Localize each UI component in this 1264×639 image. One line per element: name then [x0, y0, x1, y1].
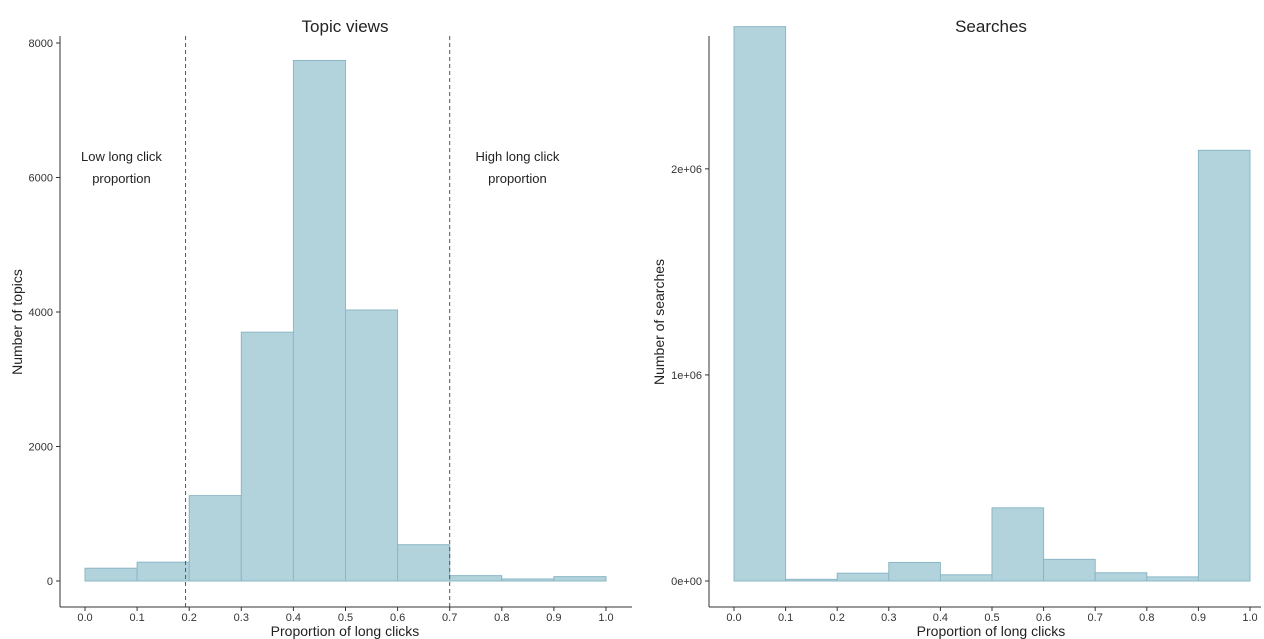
x-tick-label: 0.0 [726, 612, 741, 624]
y-tick-label: 0e+00 [671, 576, 702, 588]
x-tick-label: 0.3 [881, 612, 896, 624]
x-tick-label: 0.1 [129, 612, 144, 624]
histogram-bar [501, 578, 555, 582]
x-tick-label: 0.4 [933, 612, 948, 624]
y-tick-label: 2000 [29, 442, 53, 454]
x-tick-label: 0.6 [390, 612, 405, 624]
histogram-bar [136, 561, 190, 582]
chart-title: Topic views [302, 17, 389, 36]
histogram-bar [836, 572, 890, 582]
x-tick-label: 0.2 [830, 612, 845, 624]
x-tick-label: 0.4 [286, 612, 301, 624]
x-tick-label: 0.2 [182, 612, 197, 624]
panel-topic-views: Topic views Proportion of long clicks Nu… [9, 17, 632, 639]
histogram-bar [1146, 576, 1199, 582]
histogram-bar [1043, 558, 1096, 582]
annotation-label: Low long click proportion [81, 149, 162, 186]
histogram-bar [345, 309, 399, 582]
x-tick-label: 0.6 [1036, 612, 1051, 624]
x-tick-label: 0.8 [494, 612, 509, 624]
x-tick-label: 0.9 [546, 612, 561, 624]
x-tick-label: 0.8 [1139, 612, 1154, 624]
x-tick-label: 0.7 [1088, 612, 1103, 624]
chart-title: Searches [955, 17, 1027, 36]
histogram-bar [939, 574, 993, 582]
x-tick-label: 0.1 [778, 612, 793, 624]
histogram-bar [733, 26, 787, 582]
annotation-label: High long click proportion [476, 149, 560, 186]
panel-searches: Searches Proportion of long clicks Numbe… [651, 17, 1261, 639]
histogram-bar [240, 331, 294, 582]
y-tick-label: 4000 [29, 307, 53, 319]
histogram-bar [1197, 149, 1251, 582]
histogram-bar [888, 561, 941, 582]
x-tick-label: 0.7 [442, 612, 457, 624]
histogram-bar [991, 507, 1045, 582]
y-tick-label: 6000 [29, 173, 53, 185]
x-tick-label: 1.0 [1242, 612, 1257, 624]
histogram-bar [292, 59, 346, 582]
histogram-bar [84, 567, 138, 582]
x-axis-label: Proportion of long clicks [271, 623, 420, 639]
y-tick-label: 1e+06 [671, 370, 702, 382]
x-tick-label: 0.5 [984, 612, 999, 624]
y-axis-label: Number of topics [9, 269, 25, 375]
x-tick-label: 0.3 [234, 612, 249, 624]
x-tick-label: 0.5 [338, 612, 353, 624]
histogram-bar [1094, 572, 1148, 582]
x-axis-label: Proportion of long clicks [917, 623, 1066, 639]
histogram-bar [785, 578, 838, 582]
y-tick-label: 8000 [29, 38, 53, 50]
x-tick-label: 0.9 [1191, 612, 1206, 624]
x-tick-label: 0.0 [77, 612, 92, 624]
histogram-bar [553, 576, 607, 582]
y-tick-label: 0 [47, 576, 53, 588]
histogram-bar [397, 544, 451, 582]
y-tick-label: 2e+06 [671, 164, 702, 176]
histogram-bar [188, 495, 242, 582]
x-tick-label: 1.0 [598, 612, 613, 624]
histogram-bar [449, 575, 503, 582]
y-axis-label: Number of searches [651, 259, 667, 385]
